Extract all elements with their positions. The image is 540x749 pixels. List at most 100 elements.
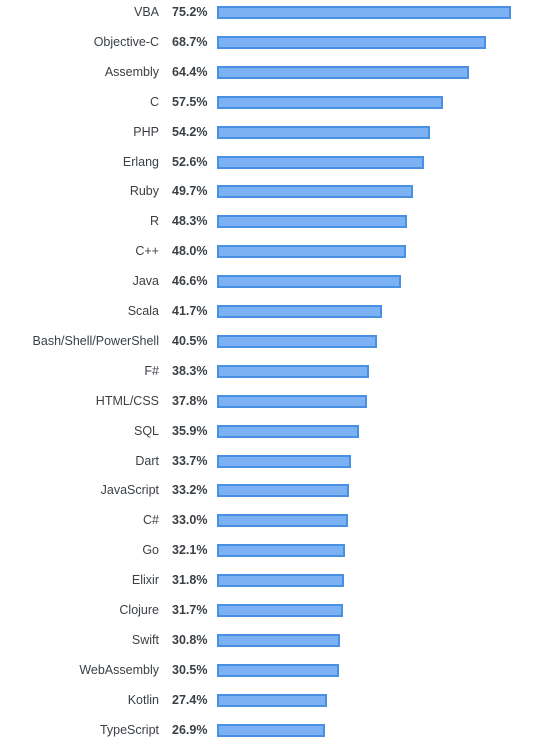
bar [217, 693, 327, 707]
category-label: F# [144, 363, 159, 378]
category-label: VBA [133, 5, 159, 19]
bar-row: TypeScript 26.9% [0, 718, 540, 748]
value-label: 27.4% [172, 692, 208, 707]
bar-row: Scala 41.7% [0, 299, 540, 329]
value-label: 52.6% [172, 154, 208, 169]
bar-row: PHP 54.2% [0, 120, 540, 150]
value-label: 30.5% [172, 662, 208, 677]
category-label: Kotlin [127, 692, 159, 707]
value-label: 57.5% [172, 94, 208, 109]
category-label: JavaScript [100, 483, 159, 498]
value-label: 37.8% [172, 393, 208, 408]
bar [217, 334, 378, 348]
value-label: 46.6% [172, 274, 208, 289]
bar-row: Elixir 31.8% [0, 568, 540, 598]
category-label: HTML/CSS [95, 393, 159, 408]
bar [217, 604, 344, 617]
value-label: 31.8% [172, 573, 208, 588]
bar [217, 125, 431, 139]
category-label: Scala [127, 304, 159, 318]
bar-row: Kotlin 27.4% [0, 688, 540, 718]
bar-row: F# 38.3% [0, 359, 540, 389]
value-label: 30.8% [172, 632, 208, 647]
bar-row: HTML/CSS 37.8% [0, 389, 540, 419]
bar-row: Java 46.6% [0, 269, 540, 299]
category-label: Go [142, 543, 159, 558]
category-label: C++ [135, 244, 159, 259]
bar [217, 484, 350, 498]
value-label: 54.2% [172, 124, 208, 139]
value-label: 49.7% [172, 184, 208, 199]
value-label: 32.1% [172, 543, 208, 558]
bar [217, 65, 470, 79]
category-label: C [149, 94, 159, 109]
bar-row: Clojure 31.7% [0, 598, 540, 628]
bar [217, 275, 401, 289]
value-label: 48.0% [172, 244, 208, 259]
category-label: WebAssembly [79, 662, 159, 677]
category-label: Elixir [131, 573, 159, 588]
bar [217, 6, 511, 19]
value-label: 75.2% [172, 5, 208, 19]
bar-row: SQL 35.9% [0, 419, 540, 449]
category-label: PHP [133, 124, 159, 139]
bar-row: VBA 75.2% [0, 0, 540, 30]
bar [217, 633, 340, 647]
category-label: Objective-C [93, 34, 159, 49]
bar [217, 663, 339, 677]
bar [217, 544, 345, 558]
value-label: 64.4% [172, 64, 208, 79]
bar [217, 723, 325, 737]
value-label: 41.7% [172, 304, 208, 318]
bar [217, 514, 349, 528]
category-label: Clojure [119, 603, 159, 617]
value-label: 38.3% [172, 363, 208, 378]
value-label: 33.0% [172, 513, 208, 528]
bar-row: WebAssembly 30.5% [0, 658, 540, 688]
value-label: 48.3% [172, 214, 208, 229]
bar [217, 364, 369, 378]
category-label: Bash/Shell/PowerShell [32, 333, 159, 348]
bar [217, 305, 382, 318]
bar-row: C 57.5% [0, 90, 540, 120]
bar-row: JavaScript 33.2% [0, 478, 540, 508]
value-label: 68.7% [172, 34, 208, 49]
category-label: Ruby [129, 184, 159, 199]
bar [217, 185, 413, 199]
category-label: Java [132, 274, 159, 289]
bar [217, 155, 424, 169]
category-label: C# [143, 513, 159, 528]
bar-row: Bash/Shell/PowerShell 40.5% [0, 329, 540, 359]
bar [217, 245, 407, 259]
bar [217, 95, 443, 109]
value-label: 35.9% [172, 423, 208, 438]
bar-row: Go 32.1% [0, 538, 540, 568]
bar-row: Assembly 64.4% [0, 60, 540, 90]
bar-row: C# 33.0% [0, 508, 540, 538]
value-label: 40.5% [172, 333, 208, 348]
category-label: SQL [133, 423, 159, 438]
category-label: TypeScript [99, 722, 159, 737]
bar-row: Swift 30.8% [0, 628, 540, 658]
bar [217, 454, 351, 468]
bar [217, 215, 408, 229]
bar [217, 394, 367, 408]
category-label: Assembly [104, 64, 159, 79]
bar-row: Ruby 49.7% [0, 179, 540, 209]
value-label: 26.9% [172, 722, 208, 737]
bar-row: R 48.3% [0, 209, 540, 239]
bar-row: Erlang 52.6% [0, 150, 540, 180]
bar-row: Objective-C 68.7% [0, 30, 540, 60]
bar [217, 424, 360, 438]
value-label: 33.7% [172, 453, 208, 468]
value-label: 33.2% [172, 483, 208, 498]
category-label: Dart [135, 453, 159, 468]
value-label: 31.7% [172, 603, 208, 617]
bar [217, 574, 344, 588]
category-label: R [149, 214, 159, 229]
bar-row: Dart 33.7% [0, 449, 540, 479]
bar [217, 35, 486, 49]
category-label: Swift [131, 632, 159, 647]
category-label: Erlang [122, 154, 159, 169]
